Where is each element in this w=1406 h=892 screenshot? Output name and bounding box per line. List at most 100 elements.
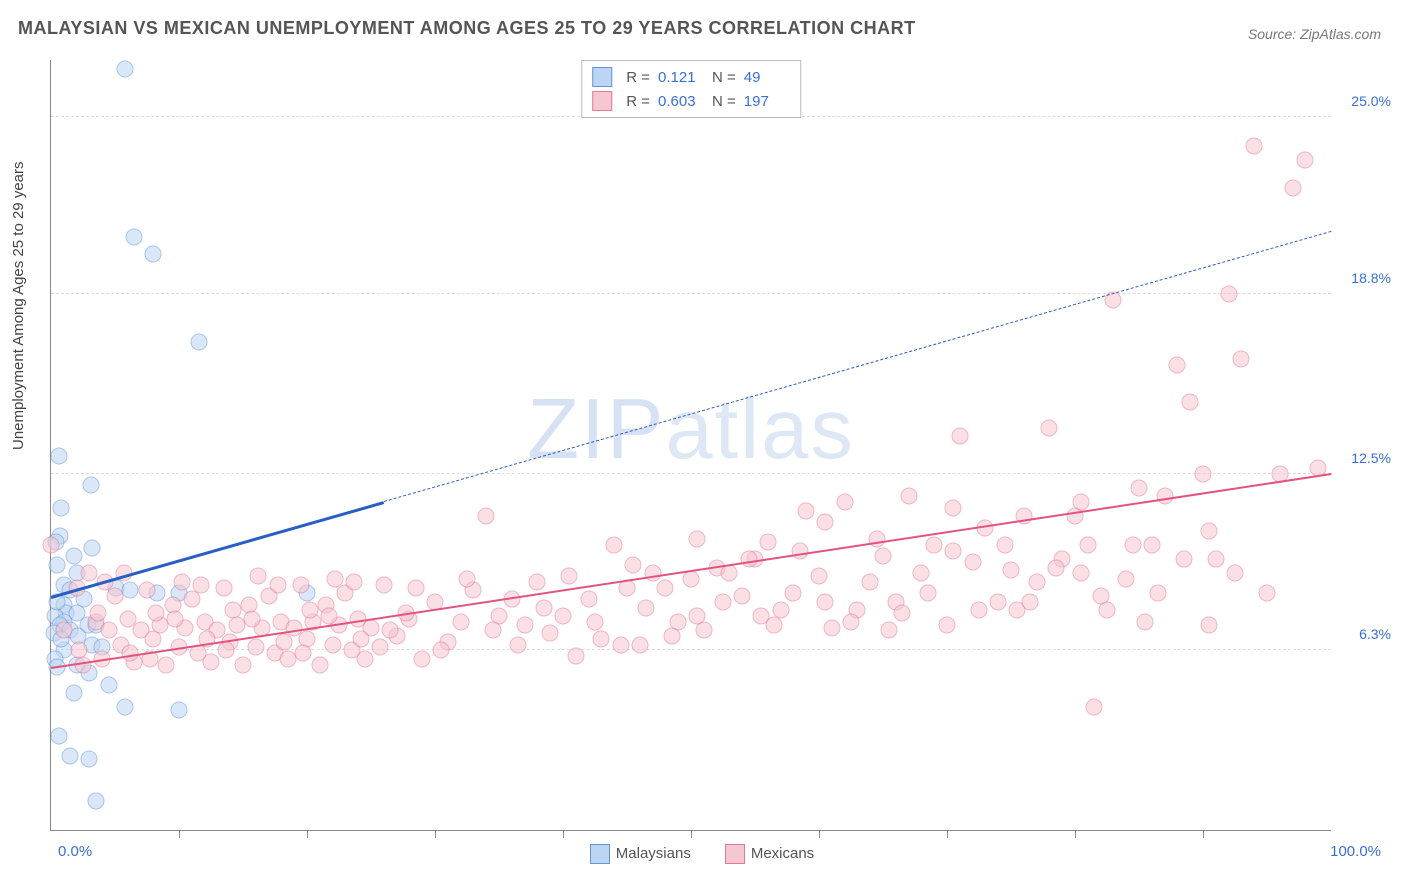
legend-r-value: 0.121	[658, 69, 704, 86]
data-point	[414, 650, 431, 667]
data-point	[689, 531, 706, 548]
data-point	[721, 565, 738, 582]
data-point	[352, 630, 369, 647]
data-point	[593, 630, 610, 647]
legend-n-label: N =	[712, 93, 736, 110]
data-point	[836, 494, 853, 511]
data-point	[785, 585, 802, 602]
data-point	[1003, 562, 1020, 579]
y-tick-label: 6.3%	[1359, 626, 1391, 642]
x-tick	[819, 830, 820, 838]
data-point	[1118, 571, 1135, 588]
data-point	[964, 553, 981, 570]
series-legend: MalaysiansMexicans	[0, 844, 1406, 864]
data-point	[759, 533, 776, 550]
data-point	[66, 548, 83, 565]
data-point	[1086, 699, 1103, 716]
x-tick	[563, 830, 564, 838]
data-point	[1079, 536, 1096, 553]
data-point	[243, 610, 260, 627]
data-point	[529, 573, 546, 590]
data-point	[235, 656, 252, 673]
data-point	[122, 582, 139, 599]
data-point	[55, 622, 72, 639]
data-point	[1297, 151, 1314, 168]
data-point	[798, 502, 815, 519]
data-point	[823, 619, 840, 636]
data-point	[766, 616, 783, 633]
data-point	[817, 514, 834, 531]
chart-title: MALAYSIAN VS MEXICAN UNEMPLOYMENT AMONG …	[18, 18, 916, 39]
data-point	[346, 573, 363, 590]
x-tick	[691, 830, 692, 838]
x-tick	[947, 830, 948, 838]
data-point	[158, 656, 175, 673]
data-point	[215, 579, 232, 596]
data-point	[171, 702, 188, 719]
data-point	[382, 622, 399, 639]
data-point	[484, 622, 501, 639]
data-point	[1259, 585, 1276, 602]
data-point	[1137, 613, 1154, 630]
x-tick	[179, 830, 180, 838]
data-point	[1201, 616, 1218, 633]
data-point	[555, 608, 572, 625]
x-tick	[435, 830, 436, 838]
data-point	[50, 727, 67, 744]
data-point	[644, 565, 661, 582]
source-citation: Source: ZipAtlas.com	[1248, 26, 1381, 42]
data-point	[580, 591, 597, 608]
data-point	[1175, 551, 1192, 568]
data-point	[945, 542, 962, 559]
data-point	[191, 334, 208, 351]
data-point	[1041, 419, 1058, 436]
data-point	[203, 653, 220, 670]
data-point	[1201, 522, 1218, 539]
data-point	[147, 605, 164, 622]
legend-n-value: 197	[744, 93, 790, 110]
data-point	[327, 571, 344, 588]
data-point	[843, 613, 860, 630]
y-tick-label: 12.5%	[1351, 450, 1391, 466]
data-point	[90, 605, 107, 622]
data-point	[1220, 285, 1237, 302]
data-point	[1022, 593, 1039, 610]
data-point	[320, 608, 337, 625]
data-point	[740, 551, 757, 568]
data-point	[81, 750, 98, 767]
data-point	[516, 616, 533, 633]
data-point	[87, 793, 104, 810]
data-point	[919, 585, 936, 602]
legend-n-value: 49	[744, 69, 790, 86]
data-point	[50, 448, 67, 465]
data-point	[83, 539, 100, 556]
gridline	[51, 649, 1331, 650]
legend-row: R =0.121N =49	[592, 65, 790, 89]
data-point	[862, 573, 879, 590]
data-point	[606, 536, 623, 553]
data-point	[247, 639, 264, 656]
data-point	[663, 628, 680, 645]
data-point	[71, 642, 88, 659]
x-tick	[1203, 830, 1204, 838]
data-point	[224, 602, 241, 619]
data-point	[100, 622, 117, 639]
data-point	[683, 571, 700, 588]
data-point	[625, 556, 642, 573]
data-point	[459, 571, 476, 588]
data-point	[1182, 394, 1199, 411]
regression-line	[51, 474, 1331, 670]
legend-label: Malaysians	[616, 845, 691, 862]
data-point	[913, 565, 930, 582]
data-point	[567, 648, 584, 665]
data-point	[638, 599, 655, 616]
data-point	[1227, 565, 1244, 582]
gridline	[51, 473, 1331, 474]
data-point	[657, 579, 674, 596]
data-point	[1143, 536, 1160, 553]
data-point	[510, 636, 527, 653]
data-point	[1124, 536, 1141, 553]
data-point	[126, 228, 143, 245]
data-point	[100, 676, 117, 693]
data-point	[301, 602, 318, 619]
